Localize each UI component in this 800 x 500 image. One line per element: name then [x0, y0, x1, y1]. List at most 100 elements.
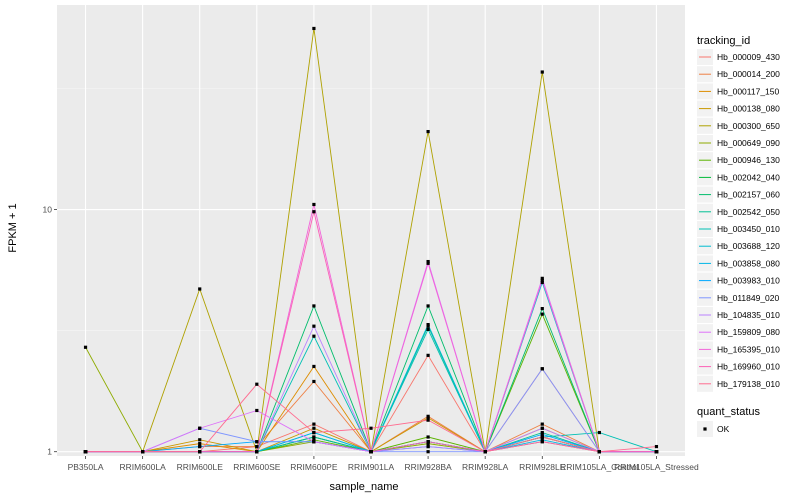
data-point-hb-011849-020 — [255, 440, 259, 444]
legend-label: Hb_002157_060 — [717, 190, 780, 200]
data-point-hb-179138-010 — [483, 450, 487, 454]
data-point-hb-002157-060 — [426, 304, 430, 308]
data-point-hb-159809-080 — [426, 259, 430, 264]
legend-item-hb-000009-430: Hb_000009_430 — [697, 49, 780, 65]
data-point-hb-002542-050 — [540, 430, 544, 435]
data-point-hb-000300-650 — [426, 129, 430, 134]
legend-item-hb-002542-050: Hb_002542_050 — [697, 203, 780, 220]
data-point-hb-179138-010 — [654, 444, 659, 449]
data-point-hb-169960-010 — [369, 450, 373, 454]
legend-label: Hb_165395_010 — [717, 344, 780, 354]
data-point-hb-000946-130 — [540, 312, 544, 316]
data-point-hb-002542-050 — [312, 435, 316, 439]
legend-item-hb-104835-010: Hb_104835_010 — [697, 307, 780, 323]
data-point-hb-000138-080 — [198, 438, 202, 442]
data-point-hb-003688-120 — [540, 280, 544, 285]
x-tick-label: RRIM928LE — [519, 462, 566, 472]
legend-label: Hb_000014_200 — [717, 69, 780, 79]
legend-label: Hb_159809_080 — [717, 327, 780, 337]
data-point-hb-104835-010 — [540, 426, 544, 430]
data-point-hb-165395-010 — [540, 278, 544, 283]
data-point-hb-165395-010 — [426, 261, 430, 265]
x-axis-title: sample_name — [329, 481, 398, 493]
data-point-hb-000300-650 — [198, 287, 202, 291]
shape-legend-items: OK — [697, 421, 730, 437]
legend-item-hb-159809-080: Hb_159809_080 — [697, 324, 780, 341]
data-point-hb-002157-060 — [312, 304, 316, 308]
y-axis-title: FPKM + 1 — [7, 203, 19, 252]
data-point-hb-011849-020 — [540, 367, 544, 371]
legend-label: Hb_000138_080 — [717, 104, 780, 114]
legend-item-hb-002157-060: Hb_002157_060 — [697, 186, 780, 203]
legend-label: Hb_169960_010 — [717, 362, 780, 372]
data-point-hb-179138-010 — [540, 435, 544, 439]
data-point-hb-000946-130 — [312, 438, 316, 442]
legend-item-hb-179138-010: Hb_179138_010 — [697, 375, 780, 392]
data-point-hb-000649-090 — [426, 442, 430, 446]
data-point-hb-179138-010 — [369, 426, 373, 430]
x-tick-label: RRIM600PE — [290, 462, 338, 472]
data-point-hb-000300-650 — [312, 26, 316, 31]
legend-label: Hb_003688_120 — [717, 241, 780, 251]
y-tick-label: 10 — [43, 205, 53, 215]
data-point-hb-000117-150 — [312, 364, 316, 369]
legend-label: OK — [717, 424, 730, 434]
legend-item-hb-169960-010: Hb_169960_010 — [697, 358, 780, 375]
legend-item-hb-003858-080: Hb_003858_080 — [697, 255, 780, 272]
data-point-hb-169960-010 — [312, 210, 316, 214]
data-point-hb-003450-010 — [597, 430, 601, 435]
legend-label: Hb_179138_010 — [717, 379, 780, 389]
data-point-hb-159809-080 — [312, 440, 316, 444]
legend-item-hb-003450-010: Hb_003450_010 — [697, 221, 780, 237]
data-point-hb-159809-080 — [255, 408, 259, 413]
data-point-hb-003450-010 — [312, 334, 316, 338]
legend: tracking_id Hb_000009_430Hb_000014_200Hb… — [697, 35, 780, 437]
legend-item-hb-165395-010: Hb_165395_010 — [697, 341, 780, 358]
x-tick-label: RRIM600SE — [233, 462, 281, 472]
x-tick-label: RRIM600LA — [119, 462, 166, 472]
legend-label: Hb_000649_090 — [717, 138, 780, 148]
data-point-hb-179138-010 — [83, 450, 88, 454]
data-point-hb-000649-090 — [83, 345, 88, 349]
x-tick-label: RRIM600LE — [177, 462, 224, 472]
data-point-hb-104835-010 — [312, 324, 316, 328]
data-point-hb-000946-130 — [426, 435, 430, 439]
y-tick-label: 1 — [47, 447, 52, 457]
shape-legend-item-ok: OK — [697, 421, 730, 437]
data-point-hb-179138-010 — [198, 450, 202, 454]
data-point-hb-169960-010 — [255, 450, 259, 454]
legend-item-hb-000117-150: Hb_000117_150 — [697, 83, 780, 100]
x-tick-label: PB350LA — [68, 462, 104, 472]
data-point-hb-011849-020 — [426, 450, 430, 454]
legend-item-hb-000649-090: Hb_000649_090 — [697, 135, 780, 151]
legend-title-quant-status: quant_status — [697, 406, 760, 418]
data-point-hb-000014-200 — [255, 444, 259, 449]
data-point-hb-179138-010 — [597, 450, 601, 454]
data-point-hb-169960-010 — [426, 440, 430, 444]
x-tick-label: RRIM901LA — [348, 462, 395, 472]
data-point-hb-003688-120 — [426, 322, 430, 327]
legend-label: Hb_000009_430 — [717, 52, 780, 62]
legend-title-tracking-id: tracking_id — [697, 35, 750, 47]
data-point-hb-000117-150 — [198, 442, 202, 446]
legend-item-hb-000300-650: Hb_000300_650 — [697, 117, 780, 134]
legend-label: Hb_003983_010 — [717, 276, 780, 286]
legend-item-hb-011849-020: Hb_011849_020 — [697, 289, 780, 306]
legend-label: Hb_011849_020 — [717, 293, 780, 303]
legend-item-hb-000014-200: Hb_000014_200 — [697, 66, 780, 83]
data-point-hb-104835-010 — [426, 444, 430, 449]
legend-item-hb-002042-040: Hb_002042_040 — [697, 169, 780, 186]
data-point-hb-000009-430 — [312, 422, 316, 426]
legend-items: Hb_000009_430 Hb_000014_200 Hb_000117_150 H… — [697, 49, 780, 392]
legend-label: Hb_104835_010 — [717, 310, 780, 320]
data-point-hb-159809-080 — [540, 276, 544, 280]
data-point-hb-165395-010 — [312, 202, 316, 207]
legend-label: Hb_002042_040 — [717, 172, 780, 182]
legend-label: Hb_000300_650 — [717, 121, 780, 131]
x-tick-label: RRIM105LA_Stressed — [614, 462, 699, 472]
data-point-hb-179138-010 — [255, 382, 259, 386]
data-point-hb-000300-650 — [540, 70, 544, 74]
data-point-hb-179138-010 — [141, 450, 145, 454]
series-points — [83, 26, 659, 454]
